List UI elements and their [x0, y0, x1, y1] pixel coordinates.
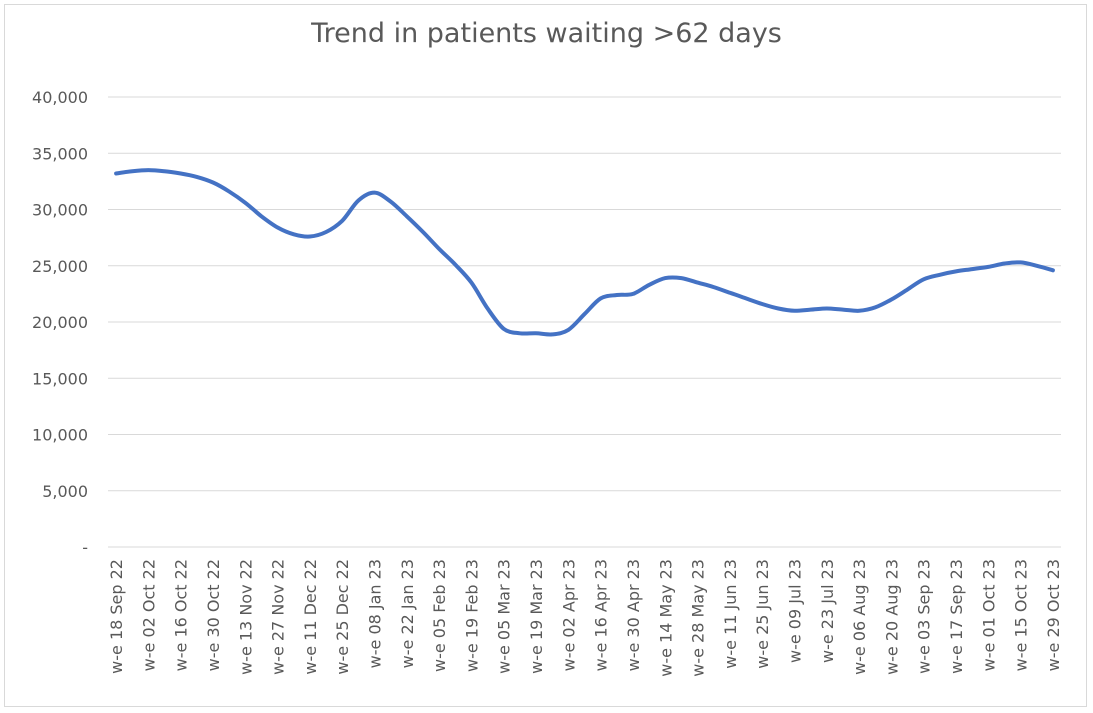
x-tick-label: w-e 28 May 23 — [689, 559, 708, 677]
chart-frame — [4, 4, 1087, 707]
y-tick-label: 35,000 — [32, 144, 88, 163]
x-tick-label: w-e 30 Oct 22 — [204, 559, 223, 671]
x-tick-label: w-e 11 Dec 22 — [301, 559, 320, 675]
x-tick-label: w-e 14 May 23 — [656, 559, 675, 677]
x-tick-label: w-e 22 Jan 23 — [398, 559, 417, 668]
series-lines — [114, 168, 1055, 337]
x-tick-label: w-e 16 Apr 23 — [592, 559, 611, 671]
x-tick-label: w-e 13 Nov 22 — [236, 559, 255, 675]
x-tick-label: w-e 25 Dec 22 — [333, 559, 352, 675]
chart-title: Trend in patients waiting >62 days — [311, 18, 782, 49]
y-tick-label: 20,000 — [32, 313, 88, 332]
x-tick-label: w-e 02 Apr 23 — [559, 559, 578, 671]
x-tick-label: w-e 20 Aug 23 — [882, 559, 901, 675]
y-tick-label: 40,000 — [32, 88, 88, 107]
x-tick-label: w-e 01 Oct 23 — [979, 559, 998, 671]
x-tick-label: w-e 17 Sep 23 — [947, 559, 966, 674]
x-tick-label: w-e 02 Oct 22 — [139, 559, 158, 671]
x-tick-label: w-e 16 Oct 22 — [172, 559, 191, 671]
x-tick-label: w-e 05 Feb 23 — [430, 559, 449, 672]
x-tick-label: w-e 23 Jul 23 — [818, 559, 837, 663]
x-tick-label: w-e 03 Sep 23 — [915, 559, 934, 674]
y-tick-label: 15,000 — [32, 369, 88, 388]
x-tick-label: w-e 06 Aug 23 — [850, 559, 869, 675]
y-tick-label: - — [82, 538, 88, 557]
x-tick-label: w-e 09 Jul 23 — [785, 559, 804, 663]
x-tick-label: w-e 11 Jun 23 — [721, 559, 740, 669]
y-tick-label: 30,000 — [32, 201, 88, 220]
gridlines — [108, 96, 1061, 548]
x-tick-label: w-e 25 Jun 23 — [753, 559, 772, 669]
x-axis-ticks: w-e 18 Sep 22 w-e 02 Oct 22 w-e 16 Oct 22 w… — [107, 559, 1063, 677]
x-tick-label: w-e 27 Nov 22 — [269, 559, 288, 675]
x-tick-label: w-e 30 Apr 23 — [624, 559, 643, 671]
y-tick-label: 10,000 — [32, 426, 88, 445]
x-tick-label: w-e 05 Mar 23 — [495, 559, 514, 674]
series-line-0 — [114, 168, 1055, 337]
y-tick-label: 25,000 — [32, 257, 88, 276]
y-tick-label: 5,000 — [42, 482, 88, 501]
x-tick-label: w-e 29 Oct 23 — [1044, 559, 1063, 671]
x-tick-label: w-e 18 Sep 22 — [107, 559, 126, 674]
x-tick-label: w-e 15 Oct 23 — [1012, 559, 1031, 671]
x-tick-label: w-e 19 Feb 23 — [462, 559, 481, 672]
y-axis-ticks: - 5,000 10,000 15,000 20,000 25,000 30,000 35,0… — [32, 88, 88, 557]
x-tick-label: w-e 08 Jan 23 — [366, 559, 385, 668]
x-tick-label: w-e 19 Mar 23 — [527, 559, 546, 674]
